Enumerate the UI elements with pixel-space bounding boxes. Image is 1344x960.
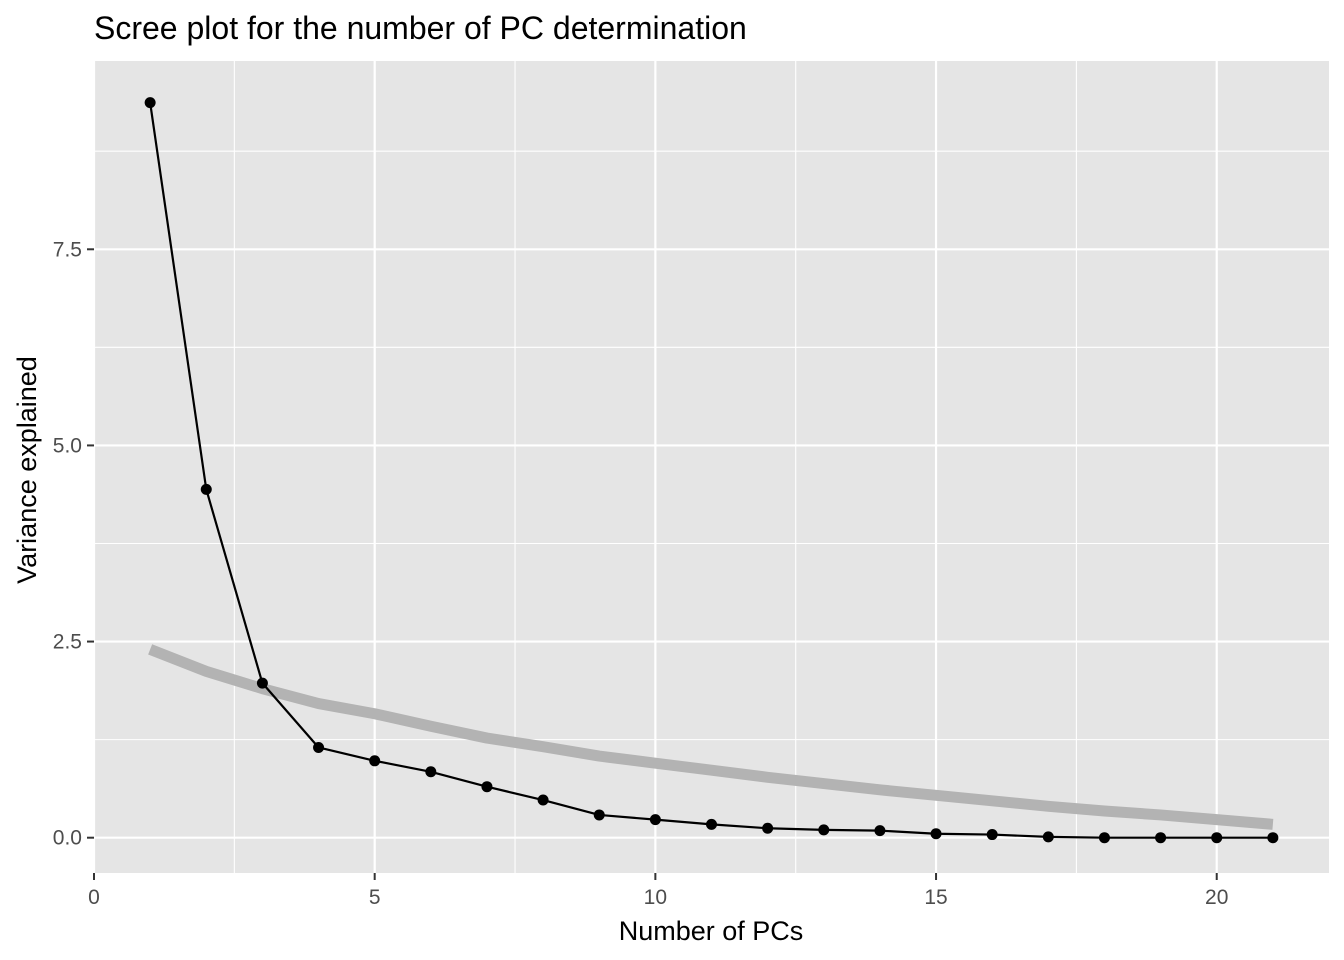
x-tick-label: 10 <box>644 886 667 909</box>
y-tick-label: 7.5 <box>53 238 82 261</box>
observed-point <box>256 677 268 689</box>
observed-point <box>1267 832 1279 844</box>
observed-point <box>649 814 661 826</box>
observed-point <box>1155 832 1167 844</box>
observed-point <box>144 97 156 109</box>
reference-series-line <box>148 644 1274 830</box>
x-tick-label: 0 <box>88 886 100 909</box>
y-tick-label: 0.0 <box>53 827 82 850</box>
plot-panel <box>94 61 1329 873</box>
x-tick-label: 5 <box>369 886 381 909</box>
observed-point <box>313 741 325 753</box>
observed-point <box>1211 832 1223 844</box>
series-layer <box>144 97 1279 844</box>
observed-point <box>986 829 998 841</box>
observed-point <box>1098 832 1110 844</box>
x-axis: 0 5 10 15 20 <box>88 873 1228 909</box>
y-axis: 0.0 2.5 5.0 7.5 <box>53 238 94 850</box>
x-tick-label: 15 <box>924 886 947 909</box>
observed-point <box>930 828 942 840</box>
observed-point <box>1042 831 1054 843</box>
observed-point <box>200 483 212 495</box>
minor-gridlines <box>94 61 1329 873</box>
y-tick-label: 5.0 <box>53 434 82 457</box>
observed-point <box>874 825 886 837</box>
observed-point <box>481 781 493 793</box>
observed-point <box>593 809 605 821</box>
x-axis-title: Number of PCs <box>619 916 804 946</box>
observed-point <box>706 818 717 830</box>
observed-point <box>369 755 381 767</box>
x-tick-label: 20 <box>1205 886 1228 909</box>
observed-point <box>818 824 830 836</box>
y-axis-title: Variance explained <box>12 356 42 584</box>
observed-point <box>762 822 774 834</box>
observed-point <box>537 794 549 806</box>
chart-title: Scree plot for the number of PC determin… <box>94 10 747 46</box>
y-tick-label: 2.5 <box>53 631 82 654</box>
observed-point <box>425 766 437 778</box>
